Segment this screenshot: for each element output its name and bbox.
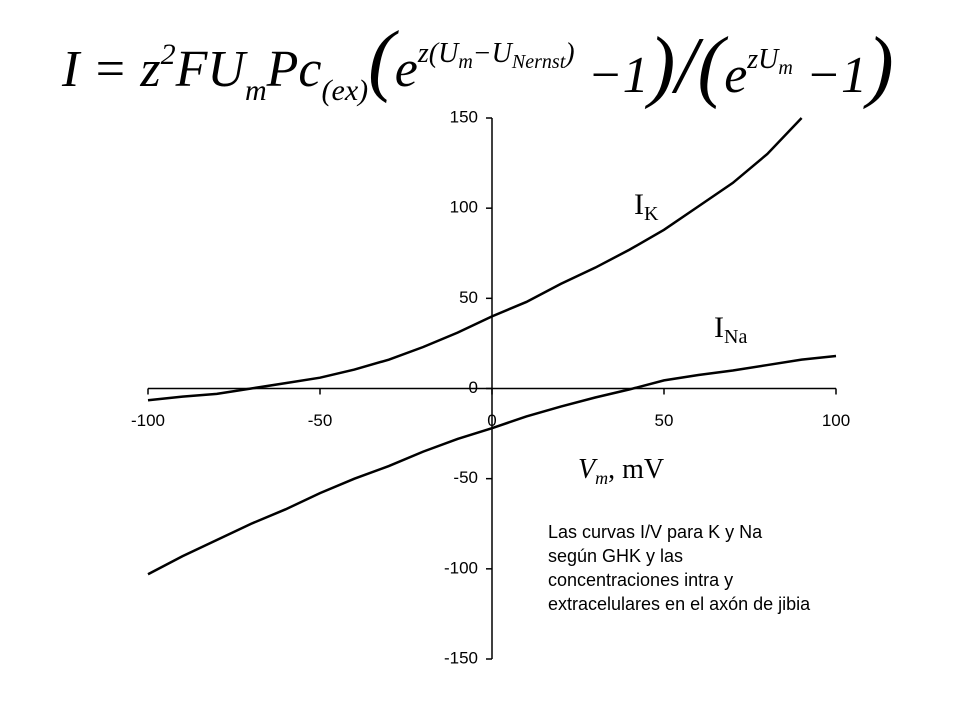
formula-part: −1 — [793, 47, 867, 104]
x-label-unit: , mV — [608, 454, 664, 485]
series-label: INa — [714, 311, 747, 348]
formula-part: )/( — [645, 22, 729, 110]
y-tick-label: 150 — [450, 107, 478, 126]
formula-part: Nernst — [511, 51, 566, 73]
formula-part: e — [724, 47, 747, 104]
formula-part: FU — [175, 41, 249, 98]
series-label-sub: K — [644, 203, 659, 225]
y-tick-label: -100 — [444, 558, 478, 577]
formula-part: Pc — [266, 41, 322, 98]
x-tick-label: -50 — [308, 411, 333, 430]
series-label-sub: Na — [724, 326, 747, 348]
formula-part: I — [61, 41, 82, 98]
x-label-v: V — [578, 454, 598, 485]
series-label-main: I — [714, 311, 724, 344]
formula-part: z — [139, 41, 160, 98]
annotation-line: Las curvas I/V para K y Na — [548, 522, 763, 542]
series-label-main: I — [634, 188, 644, 221]
x-tick-label: 50 — [655, 411, 674, 430]
annotation-line: según GHK y las — [548, 546, 683, 566]
x-tick-label: -100 — [131, 411, 165, 430]
y-tick-label: 0 — [469, 378, 478, 397]
formula-part: 2 — [161, 38, 176, 71]
x-tick-label: 0 — [487, 411, 496, 430]
x-tick-label: 100 — [822, 411, 850, 430]
y-tick-label: 100 — [450, 198, 478, 217]
formula-part: m — [458, 51, 472, 73]
formula-part: zU — [746, 44, 780, 75]
x-axis-label: Vm, mV — [578, 454, 664, 488]
formula: I = z2FUmPc(ex)(ez(Um−UNernst) −1)/(ezUm… — [61, 16, 894, 110]
annotation-line: extracelulares en el axón de jibia — [548, 594, 811, 614]
series-line — [147, 354, 837, 576]
formula-part: m — [778, 57, 792, 79]
formula-part: −1 — [575, 47, 649, 104]
formula-part: z(U — [417, 38, 460, 69]
annotation-line: concentraciones intra y — [548, 570, 733, 590]
formula-part: −U — [473, 38, 514, 69]
y-tick-label: -150 — [444, 648, 478, 667]
formula-part: ) — [863, 22, 894, 110]
formula-part: ( — [368, 16, 399, 104]
formula-part: = — [79, 41, 140, 98]
formula-part: m — [245, 74, 267, 107]
y-tick-label: 50 — [459, 288, 478, 307]
y-tick-label: -50 — [453, 468, 478, 487]
series-line — [147, 117, 803, 402]
series-label: IK — [634, 188, 659, 225]
formula-part: e — [395, 41, 418, 98]
formula-part: ) — [563, 38, 574, 69]
x-label-sub: m — [595, 468, 608, 488]
formula-part: (ex) — [322, 74, 369, 107]
